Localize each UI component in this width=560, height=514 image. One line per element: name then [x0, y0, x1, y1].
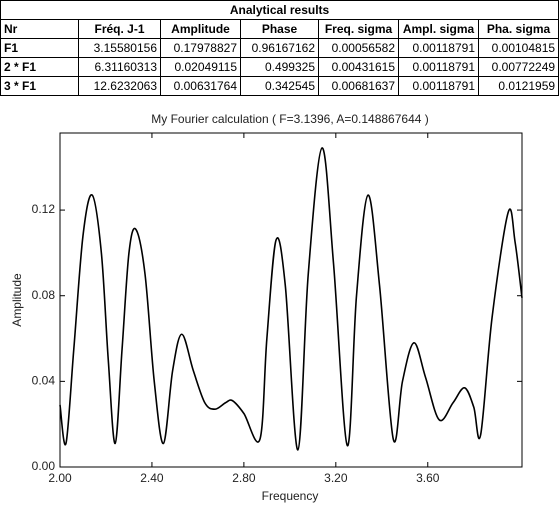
- x-tick-label: 2.80: [232, 471, 256, 485]
- cell: 0.17978827: [160, 38, 241, 58]
- table-row: F1 3.15580156 0.17978827 0.96167162 0.000565…: [0, 38, 560, 58]
- row-label: 2 * F1: [0, 57, 79, 77]
- cell: 0.342545: [240, 76, 319, 96]
- cell: 0.00104815: [477, 38, 560, 58]
- cell: 0.0121959: [477, 76, 560, 96]
- column-header: Freq. sigma: [318, 19, 399, 39]
- plot-frame: [59, 132, 523, 468]
- cell: 0.00772249: [477, 57, 560, 77]
- cell: 0.00431615: [318, 57, 399, 77]
- y-tick-label: 0.04: [32, 374, 56, 388]
- title-row: Analytical results: [0, 0, 560, 20]
- x-tick-label: 2.40: [140, 471, 164, 485]
- chart: My Fourier calculation ( F=3.1396, A=0.1…: [10, 112, 523, 503]
- column-header: Ampl. sigma: [398, 19, 479, 39]
- cell: 0.00118791: [398, 76, 479, 96]
- y-tick-label: 0.00: [32, 459, 56, 473]
- data-line: [59, 147, 523, 451]
- cell: 12.6232063: [78, 76, 161, 96]
- y-axis-label: Amplitude: [10, 273, 24, 327]
- cell: 3.15580156: [78, 38, 161, 58]
- cell: 0.499325: [240, 57, 319, 77]
- column-header: Nr: [0, 19, 79, 39]
- y-tick-label: 0.08: [32, 288, 56, 302]
- cell: 0.02049115: [160, 57, 241, 77]
- cell: 0.00056582: [318, 38, 399, 58]
- x-tick-label: 2.00: [48, 471, 72, 485]
- cell: 0.00681637: [318, 76, 399, 96]
- cell: 0.00631764: [160, 76, 241, 96]
- x-tick-label: 3.20: [324, 471, 348, 485]
- chart-title: My Fourier calculation ( F=3.1396, A=0.1…: [151, 112, 429, 126]
- results-table: Analytical results Nr Fréq. J-1 Amplitude P…: [0, 0, 560, 96]
- cell: 6.31160313: [78, 57, 161, 77]
- x-axis-label: Frequency: [262, 489, 319, 503]
- y-tick-label: 0.12: [32, 202, 56, 216]
- header-row: Nr Fréq. J-1 Amplitude Phase Freq. sigma Ampl…: [0, 19, 560, 39]
- column-header: Pha. sigma: [477, 19, 560, 39]
- row-label: 3 * F1: [0, 76, 79, 96]
- column-header: Phase: [240, 19, 319, 39]
- column-header: Amplitude: [160, 19, 241, 39]
- table-row: 2 * F1 6.31160313 0.02049115 0.499325 0.0043…: [0, 57, 560, 77]
- cell: 0.00118791: [398, 38, 479, 58]
- row-label: F1: [0, 38, 79, 58]
- x-tick-label: 3.60: [416, 471, 440, 485]
- table-title: Analytical results: [0, 0, 560, 20]
- table-row: 3 * F1 12.6232063 0.00631764 0.342545 0.0068…: [0, 76, 560, 96]
- cell: 0.00118791: [398, 57, 479, 77]
- cell: 0.96167162: [240, 38, 319, 58]
- column-header: Fréq. J-1: [78, 19, 161, 39]
